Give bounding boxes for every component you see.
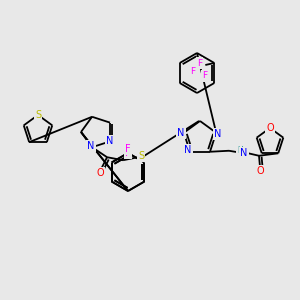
Text: F: F: [190, 67, 195, 76]
Text: N: N: [184, 145, 192, 155]
Text: N: N: [87, 141, 95, 151]
Text: N: N: [106, 136, 114, 146]
Text: N: N: [177, 128, 184, 138]
Text: O: O: [256, 166, 264, 176]
Text: F: F: [125, 144, 131, 154]
Text: O: O: [266, 123, 274, 133]
Text: S: S: [35, 110, 41, 120]
Text: N: N: [214, 129, 222, 139]
Text: F: F: [125, 148, 131, 158]
Text: F: F: [197, 58, 202, 68]
Text: H: H: [237, 146, 243, 155]
Text: S: S: [138, 151, 144, 161]
Text: O: O: [96, 168, 104, 178]
Text: F: F: [202, 71, 207, 80]
Text: N: N: [240, 148, 248, 158]
